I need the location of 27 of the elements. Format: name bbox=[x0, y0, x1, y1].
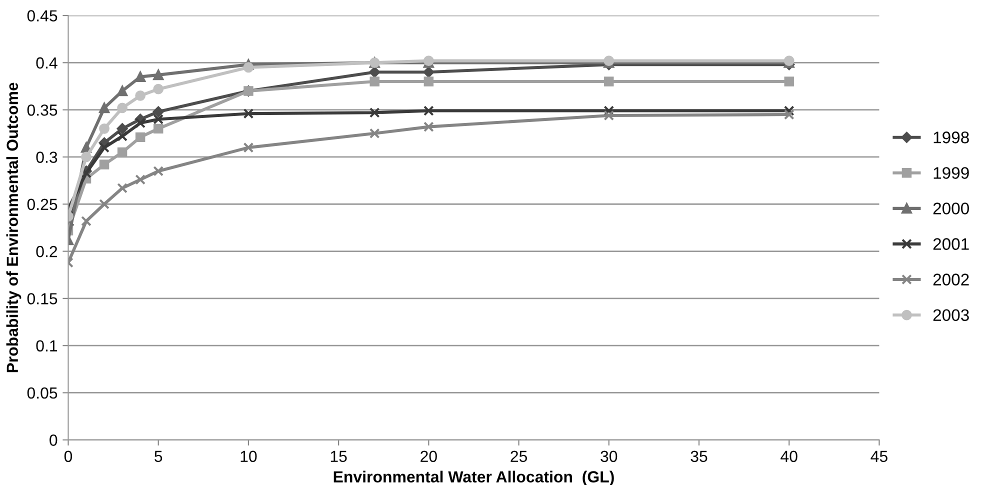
y-tick-label: 0.1 bbox=[36, 340, 58, 352]
x-tick-label: 10 bbox=[240, 450, 257, 462]
x-tick-label: 0 bbox=[64, 450, 72, 462]
legend-label: 2000 bbox=[933, 202, 969, 214]
legend-label: 1998 bbox=[934, 132, 969, 144]
x-tick-label: 45 bbox=[870, 450, 888, 462]
legend-label: 2001 bbox=[933, 238, 969, 250]
x-tick-label: 15 bbox=[330, 450, 347, 462]
legend-label: 2002 bbox=[933, 274, 969, 286]
y-tick-label: 0 bbox=[50, 434, 58, 446]
x-tick-label: 30 bbox=[600, 450, 618, 462]
legend-label: 2003 bbox=[933, 309, 969, 322]
y-tick-label: 0.4 bbox=[36, 57, 58, 69]
x-tick-label: 40 bbox=[780, 450, 798, 462]
x-tick-label: 20 bbox=[420, 450, 437, 462]
y-tick-label: 0.35 bbox=[27, 104, 58, 116]
x-tick-label: 35 bbox=[690, 450, 708, 462]
legend-label: 1999 bbox=[934, 167, 969, 179]
y-tick-label: 0.15 bbox=[27, 293, 58, 304]
y-tick-label: 0.45 bbox=[27, 10, 58, 22]
y-tick-label: 0.05 bbox=[27, 387, 58, 399]
x-tick-label: 25 bbox=[510, 450, 527, 462]
y-tick-label: 0.2 bbox=[36, 246, 58, 258]
y-tick-label: 0.25 bbox=[27, 198, 58, 210]
x-tick-label: 5 bbox=[154, 450, 162, 462]
y-tick-label: 0.3 bbox=[36, 152, 58, 163]
y-axis-title: Probability of Environmental Outcome bbox=[6, 82, 22, 372]
